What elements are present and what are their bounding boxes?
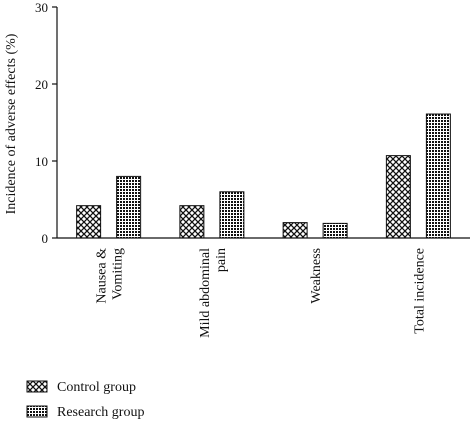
bar-control-1 [179, 205, 205, 239]
legend-swatch-research [26, 405, 48, 418]
legend-label: Research group [57, 405, 144, 420]
x-category-label-line: Mild abdominal [198, 248, 213, 338]
y-tick-label: 30 [35, 0, 48, 15]
x-category-label-line: Nausea & [95, 248, 110, 304]
x-category-label-line: Vomiting [111, 248, 126, 300]
legend-label: Control group [57, 380, 136, 395]
x-category-label: Nausea &Vomiting [95, 248, 126, 304]
bar-research-2 [322, 222, 348, 239]
bar-research-0 [116, 175, 142, 239]
x-category-label: Weakness [309, 248, 324, 304]
bar-research-1 [219, 191, 245, 239]
bar-research-3 [425, 113, 451, 239]
y-tick-label: 0 [42, 231, 49, 246]
y-tick-label: 10 [35, 154, 48, 169]
x-category-label-line: pain [214, 248, 229, 272]
x-category-label: Mild abdominalpain [198, 248, 229, 338]
x-category-label-line: Total incidence [412, 248, 427, 334]
y-axis: 0 10 20 30 [35, 0, 58, 246]
bar-control-0 [76, 205, 102, 239]
bars [76, 113, 451, 239]
bar-control-3 [385, 155, 411, 239]
y-tick-label: 20 [35, 77, 48, 92]
x-category-label-line: Weakness [309, 248, 324, 304]
legend: Control group Research group [26, 380, 144, 420]
legend-swatch-control [26, 380, 48, 393]
x-category-label: Total incidence [412, 248, 427, 334]
y-axis-title: Incidence of adverse effects (%) [4, 33, 19, 214]
x-axis: Nausea &Vomiting Mild abdominalpain Weakne… [57, 237, 470, 338]
bar-control-2 [282, 222, 308, 239]
